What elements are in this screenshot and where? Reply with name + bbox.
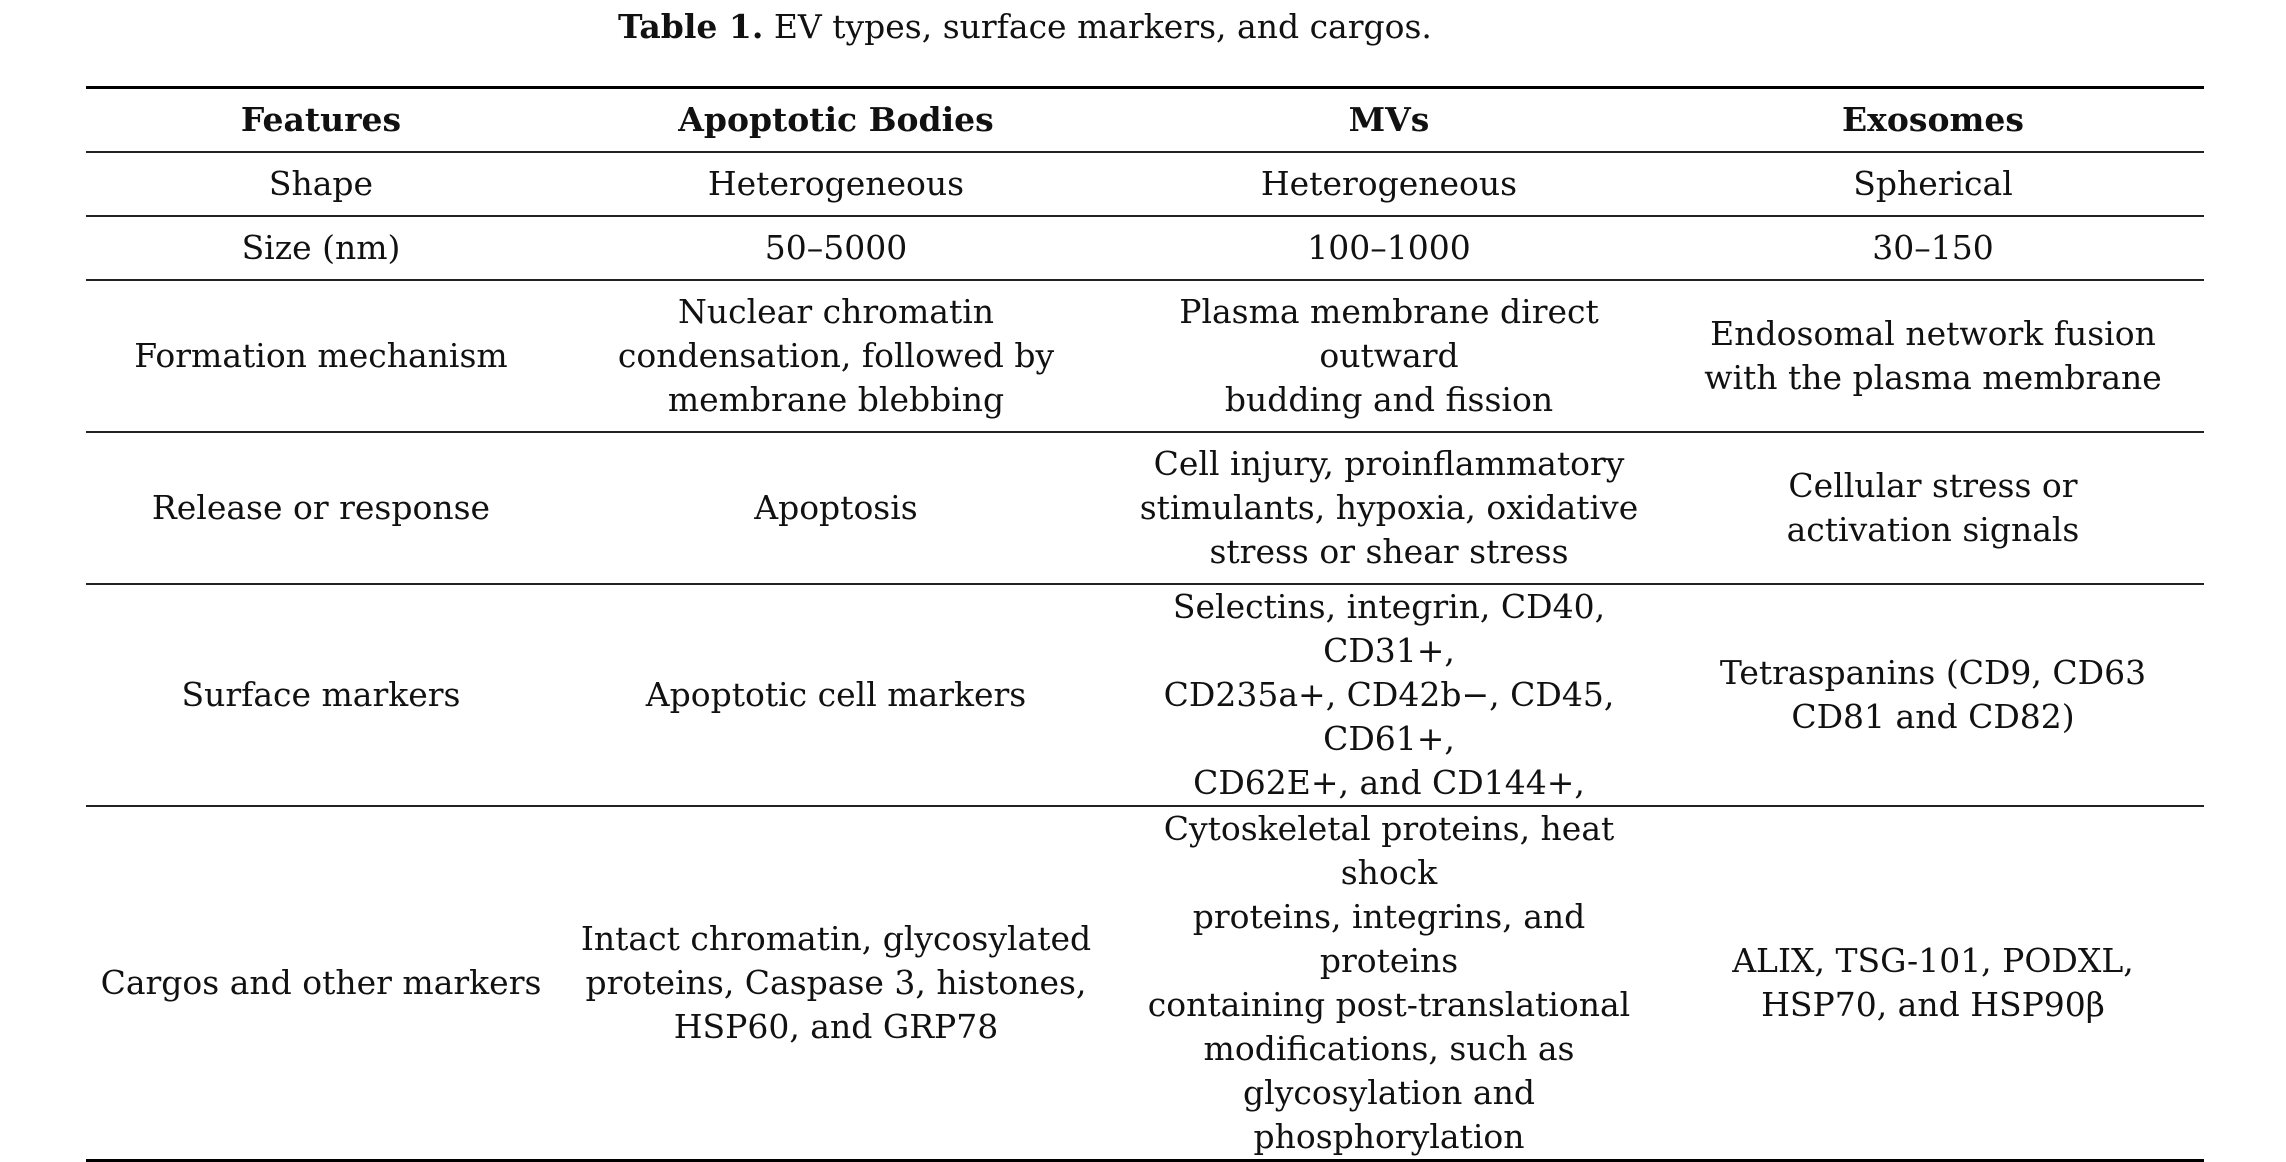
ev-types-table: Features Apoptotic Bodies MVs Exosomes S… [86,86,2204,1162]
cell-exosomes: 30–150 [1662,216,2204,281]
cell-mvs: 100–1000 [1116,216,1662,281]
cell-mvs: Cytoskeletal proteins, heat shock protei… [1116,806,1662,1162]
cell-line: glycosylation and [1243,1073,1535,1112]
cell-line: stress or shear stress [1209,532,1569,571]
table-row-formation-mechanism: Formation mechanism Nuclear chromatin co… [86,280,2204,433]
cell-line: containing post-translational [1147,985,1631,1024]
table-caption-text: EV types, surface markers, and cargos. [773,7,1432,46]
table-caption-label: Table 1. [618,7,764,46]
cell-apoptotic-bodies: Apoptotic cell markers [556,584,1116,807]
cell-feature: Surface markers [86,584,556,807]
table-header-row: Features Apoptotic Bodies MVs Exosomes [86,87,2204,153]
cell-mvs: Selectins, integrin, CD40, CD31+, CD235a… [1116,584,1662,807]
table-caption: Table 1. EV types, surface markers, and … [618,6,1432,48]
cell-feature: Shape [86,152,556,217]
cell-line: budding and fission [1224,380,1554,419]
cell-line: Endosomal network fusion [1710,314,2156,353]
table-row-surface-markers: Surface markers Apoptotic cell markers S… [86,584,2204,807]
cell-mvs: Cell injury, proinflammatory stimulants,… [1116,432,1662,585]
cell-apoptotic-bodies: Heterogeneous [556,152,1116,217]
table-row-size: Size (nm) 50–5000 100–1000 30–150 [86,216,2204,281]
cell-line: HSP60, and GRP78 [673,1007,999,1046]
cell-line: Intact chromatin, glycosylated [580,919,1092,958]
cell-feature: Release or response [86,432,556,585]
cell-line: Cell injury, proinflammatory [1153,444,1625,483]
header-mvs: MVs [1116,87,1662,153]
cell-line: Plasma membrane direct outward [1179,292,1599,375]
header-exosomes: Exosomes [1662,87,2204,153]
cell-line: membrane blebbing [667,380,1005,419]
header-apoptotic-bodies: Apoptotic Bodies [556,87,1116,153]
cell-line: Nuclear chromatin [677,292,995,331]
cell-line: phosphorylation [1253,1117,1525,1156]
cell-line: Tetraspanins (CD9, CD63 [1719,653,2147,692]
cell-line: Selectins, integrin, CD40, CD31+, [1172,587,1606,670]
cell-line: CD62E+, and CD144+, [1193,763,1585,802]
table-row-shape: Shape Heterogeneous Heterogeneous Spheri… [86,152,2204,217]
cell-exosomes: ALIX, TSG-101, PODXL, HSP70, and HSP90β [1662,806,2204,1162]
cell-apoptotic-bodies: Apoptosis [556,432,1116,585]
cell-feature: Formation mechanism [86,280,556,433]
cell-exosomes: Endosomal network fusion with the plasma… [1662,280,2204,433]
cell-feature: Size (nm) [86,216,556,281]
cell-apoptotic-bodies: 50–5000 [556,216,1116,281]
cell-mvs: Heterogeneous [1116,152,1662,217]
cell-exosomes: Cellular stress or activation signals [1662,432,2204,585]
cell-line: HSP70, and HSP90β [1761,985,2105,1024]
cell-mvs: Plasma membrane direct outward budding a… [1116,280,1662,433]
cell-line: stimulants, hypoxia, oxidative [1139,488,1639,527]
cell-line: CD81 and CD82) [1791,697,2075,736]
cell-exosomes: Spherical [1662,152,2204,217]
cell-line: proteins, Caspase 3, histones, [585,963,1087,1002]
cell-apoptotic-bodies: Nuclear chromatin condensation, followed… [556,280,1116,433]
cell-line: Cytoskeletal proteins, heat shock [1163,809,1615,892]
cell-line: activation signals [1786,510,2080,549]
cell-line: CD235a+, CD42b−, CD45, CD61+, [1163,675,1615,758]
header-features: Features [86,87,556,153]
cell-line: Cellular stress or [1788,466,2078,505]
cell-line: ALIX, TSG-101, PODXL, [1732,941,2134,980]
cell-line: with the plasma membrane [1704,358,2162,397]
cell-line: proteins, integrins, and proteins [1192,897,1586,980]
table-row-cargos-and-other-markers: Cargos and other markers Intact chromati… [86,806,2204,1162]
cell-line: condensation, followed by [617,336,1055,375]
cell-feature: Cargos and other markers [86,806,556,1162]
table-row-release-or-response: Release or response Apoptosis Cell injur… [86,432,2204,585]
cell-apoptotic-bodies: Intact chromatin, glycosylated proteins,… [556,806,1116,1162]
cell-line: modifications, such as [1203,1029,1575,1068]
cell-exosomes: Tetraspanins (CD9, CD63 CD81 and CD82) [1662,584,2204,807]
